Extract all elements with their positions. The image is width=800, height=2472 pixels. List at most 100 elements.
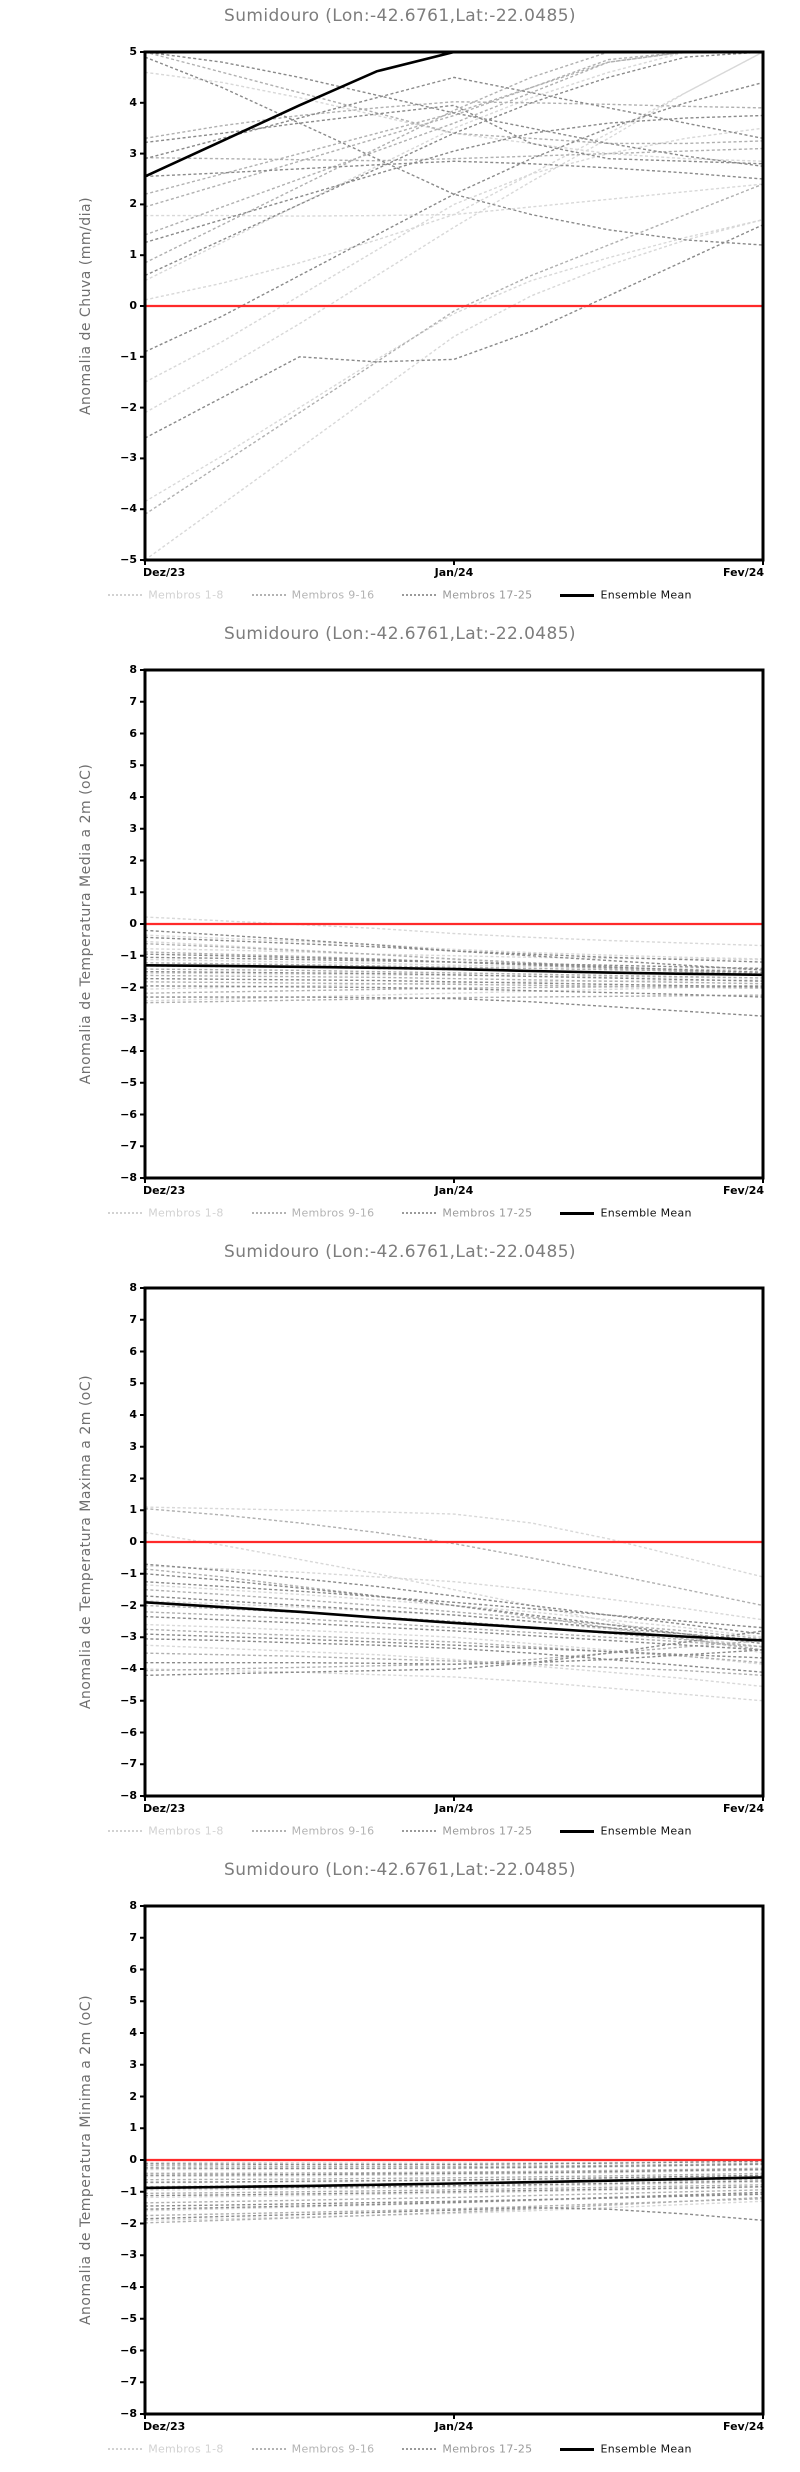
panel-temperature-max: Sumidouro (Lon:-42.6761,Lat:-22.0485) 8 7… xyxy=(0,1236,800,1854)
y-axis-tick-label: −5 xyxy=(120,1693,137,1707)
y-axis-tick-label: 1 xyxy=(129,248,137,262)
chart-canvas xyxy=(140,668,765,1183)
legend-label: Membros 17-25 xyxy=(442,1206,533,1220)
ensemble-member-line xyxy=(145,970,763,982)
legend-item: Membros 17-25 xyxy=(402,2442,532,2456)
x-axis-tick-label: Dez/23 xyxy=(143,1802,186,1815)
legend-swatch xyxy=(560,1211,595,1215)
y-axis-tick-label: −7 xyxy=(120,2375,137,2389)
ensemble-member-line xyxy=(145,218,763,560)
legend-item: Ensemble Mean xyxy=(560,2442,691,2456)
y-axis-tick-label: 7 xyxy=(129,694,137,708)
ensemble-mean-line xyxy=(145,1601,763,1642)
panel-title: Sumidouro (Lon:-42.6761,Lat:-22.0485) xyxy=(224,624,576,644)
ensemble-member-line xyxy=(145,1644,763,1688)
legend-swatch xyxy=(251,1212,286,1215)
ensemble-member-line xyxy=(145,974,763,985)
legend-label: Membros 1-8 xyxy=(148,588,224,602)
ensemble-member-line xyxy=(145,994,763,1004)
ensemble-member-line xyxy=(145,160,763,180)
legend-item: Membros 1-8 xyxy=(108,588,223,602)
y-axis-tick-label: −1 xyxy=(120,1566,137,1580)
plot-area-temperature-mean: 8 7 6 5 4 3 2 1 0 −1 −2 −3 −4 −5 −6 −7 −8 Dez/23 Jan/24 Fev… xyxy=(0,618,800,1236)
legend-swatch xyxy=(402,594,437,597)
panel-title: Sumidouro (Lon:-42.6761,Lat:-22.0485) xyxy=(224,1242,576,1262)
legend-item: Membros 9-16 xyxy=(251,2442,375,2456)
x-axis-tick-label: Jan/24 xyxy=(434,1184,474,1197)
y-axis-tick-label: −4 xyxy=(120,502,137,516)
y-axis-tick-label: −8 xyxy=(120,1171,137,1184)
ensemble-member-line xyxy=(145,2191,763,2210)
ensemble-member-line xyxy=(145,916,763,947)
ensemble-member-line xyxy=(145,52,763,301)
ensemble-member-line xyxy=(145,968,763,979)
y-axis-tick-label: 4 xyxy=(129,790,137,803)
x-axis-tick-label: Fev/24 xyxy=(723,2420,765,2433)
ensemble-member-line xyxy=(145,2189,763,2204)
legend-label: Membros 1-8 xyxy=(148,2442,224,2456)
y-axis-tick-label: 8 xyxy=(129,1281,137,1294)
legend-item: Membros 1-8 xyxy=(108,2442,223,2456)
chart-legend: Membros 1-8 Membros 9-16 Membros 17-25 Ense… xyxy=(0,1206,800,1220)
ensemble-member-line xyxy=(145,1573,763,1645)
x-axis-tick-label: Fev/24 xyxy=(723,1184,765,1197)
legend-label: Membros 9-16 xyxy=(291,588,375,602)
legend-item: Ensemble Mean xyxy=(560,588,691,602)
y-axis-tick-label: 0 xyxy=(129,2153,137,2166)
x-axis-tick-label: Jan/24 xyxy=(434,1802,474,1815)
y-axis-tick-label: 5 xyxy=(129,45,137,58)
y-axis-tick-label: −8 xyxy=(120,1789,137,1802)
y-axis-tick-label: −4 xyxy=(120,2280,137,2293)
ensemble-member-line xyxy=(145,934,763,960)
ensemble-member-line xyxy=(145,52,763,236)
ensemble-member-line xyxy=(145,1506,763,1578)
y-axis-label: Anomalia de Temperatura Minima a 2m (oC) xyxy=(78,1994,94,2326)
ensemble-member-line xyxy=(145,977,763,988)
y-axis-tick-label: −7 xyxy=(120,1757,137,1771)
panel-title: Sumidouro (Lon:-42.6761,Lat:-22.0485) xyxy=(224,1860,576,1880)
ensemble-mean-line xyxy=(145,52,763,178)
ensemble-member-line xyxy=(145,76,763,160)
panel-temperature-mean: Sumidouro (Lon:-42.6761,Lat:-22.0485) 8 7… xyxy=(0,618,800,1236)
y-axis-tick-label: 5 xyxy=(129,1376,137,1390)
y-axis-tick-label: −1 xyxy=(120,948,137,962)
chart-canvas xyxy=(140,1286,765,1801)
ensemble-member-line xyxy=(145,101,763,140)
panel-precipitation: Sumidouro (Lon:-42.6761,Lat:-22.0485) 5 4… xyxy=(0,0,800,618)
ensemble-member-line xyxy=(145,1638,763,1673)
legend-swatch xyxy=(108,2448,143,2451)
ensemble-member-line xyxy=(145,2172,763,2181)
ensemble-member-line xyxy=(145,2169,763,2178)
legend-label: Membros 9-16 xyxy=(291,1824,375,1838)
legend-swatch xyxy=(560,1829,595,1833)
y-axis-tick-label: 8 xyxy=(129,1899,137,1912)
ensemble-member-line xyxy=(145,962,763,973)
y-axis-tick-label: 2 xyxy=(129,853,137,867)
ensemble-member-line xyxy=(145,2181,763,2191)
legend-item: Ensemble Mean xyxy=(560,1206,691,1220)
legend-swatch xyxy=(108,594,143,597)
legend-item: Ensemble Mean xyxy=(560,1824,691,1838)
ensemble-member-line xyxy=(145,71,763,162)
y-axis-tick-label: −1 xyxy=(120,2184,137,2198)
x-axis-tick-label: Jan/24 xyxy=(434,566,474,579)
legend-label: Ensemble Mean xyxy=(600,1206,692,1220)
ensemble-member-line xyxy=(145,2196,763,2224)
y-axis-tick-label: −3 xyxy=(120,451,137,465)
plot-area-precipitation: 5 4 3 2 1 0 −1 −2 −3 −4 −5 Dez/23 Jan/24 Fev/24 Anomal… xyxy=(0,0,800,618)
ensemble-member-line xyxy=(145,1649,763,1665)
legend-label: Membros 9-16 xyxy=(291,2442,375,2456)
legend-swatch xyxy=(402,1830,437,1833)
y-axis-label: Anomalia de Temperatura Media a 2m (oC) xyxy=(78,763,94,1085)
y-axis-tick-label: −2 xyxy=(120,400,137,414)
ensemble-member-line xyxy=(145,1630,763,1677)
legend-swatch xyxy=(108,1830,143,1833)
legend-swatch xyxy=(251,2448,286,2451)
ensemble-member-line xyxy=(145,52,763,264)
chart-legend: Membros 1-8 Membros 9-16 Membros 17-25 Ense… xyxy=(0,1824,800,1838)
y-axis-tick-label: 5 xyxy=(129,1994,137,2008)
legend-swatch xyxy=(402,1212,437,1215)
y-axis-tick-label: 1 xyxy=(129,2121,137,2135)
ensemble-member-line xyxy=(145,52,763,414)
